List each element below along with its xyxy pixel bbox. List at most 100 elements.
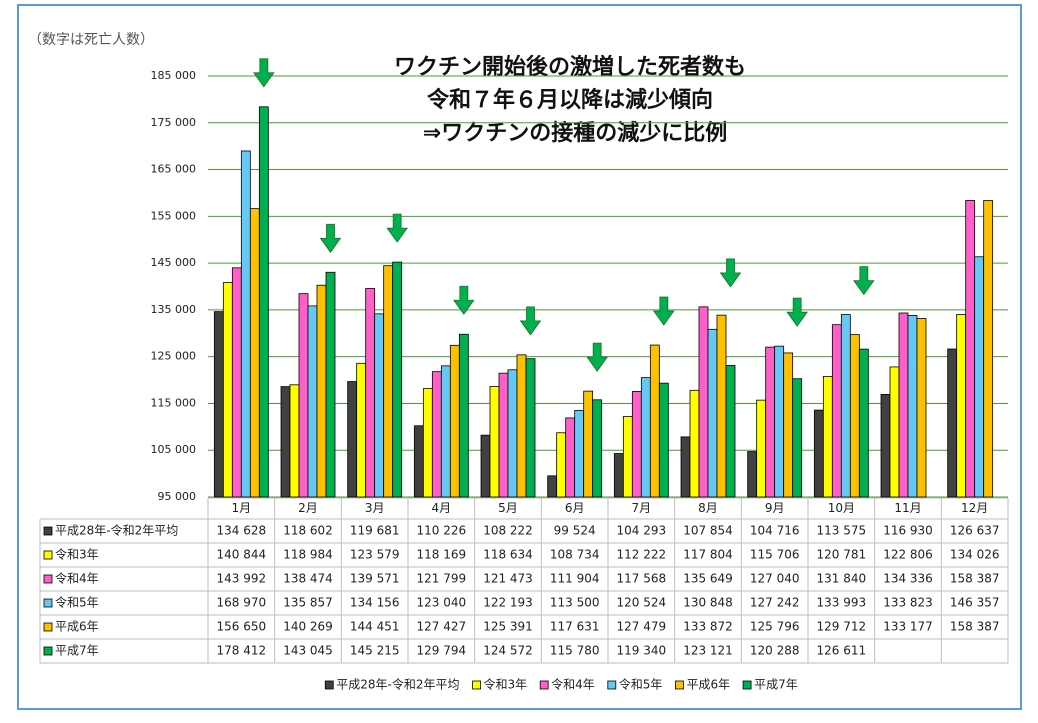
table-cell: 133 872 [683,620,733,634]
y-tick-label: 105 000 [151,443,197,456]
bar [680,436,691,498]
bar [756,399,767,498]
bar [422,388,433,498]
legend-swatch [43,574,53,584]
y-tick-label: 95 000 [158,490,197,503]
bar [889,366,900,498]
bar [383,265,394,498]
table-cell: 127 040 [750,572,800,586]
row-label: 令和3年 [55,547,99,562]
arrow [519,306,542,336]
table-cell: 135 649 [683,572,733,586]
table-cell: 108 734 [550,548,600,562]
table-cell: 143 992 [217,572,267,586]
table-cell: 107 854 [683,524,733,538]
arrow [853,266,875,296]
table-cell: 115 780 [550,644,600,658]
bar [983,200,994,498]
x-tick-label: 2月 [298,501,318,515]
bar [365,288,376,498]
table-cell: 117 631 [550,620,600,634]
bar [213,311,224,498]
table-cell: 127 427 [417,620,467,634]
table-cell: 120 288 [750,644,800,658]
bar [898,312,909,498]
table-cell: 124 572 [483,644,533,658]
arrow [319,223,342,253]
table-cell: 134 026 [950,548,1000,562]
table-cell: 145 215 [350,644,400,658]
table-cell: 110 226 [417,524,467,538]
bar [974,256,985,498]
bar [240,150,251,498]
table-cell: 104 716 [750,524,800,538]
table-cell: 121 473 [483,572,533,586]
table-cell: 126 611 [817,644,867,658]
x-tick-label: 3月 [365,501,385,515]
bar [280,386,291,498]
bar [231,267,242,498]
bar [813,409,824,498]
bar [316,284,327,498]
table-cell: 119 681 [350,524,400,538]
bar [307,305,318,498]
table-cell: 158 387 [950,620,1000,634]
bar [631,391,642,498]
legend-swatch [43,550,53,560]
legend-swatch [472,680,481,690]
legend-label: 平成7年 [754,678,798,692]
table-cell: 118 602 [283,524,333,538]
table-cell: 146 357 [950,596,1000,610]
bar [458,333,469,498]
bar [525,358,536,498]
table-cell: 140 844 [217,548,267,562]
y-tick-label: 165 000 [151,163,197,176]
row-label: 平成7年 [55,644,99,658]
bar [592,399,603,498]
table-cell: 118 984 [283,548,333,562]
x-tick-label: 5月 [498,501,518,515]
bar [449,344,460,498]
bar [498,372,509,498]
table-cell: 156 650 [217,620,267,634]
y-tick-label: 135 000 [151,303,197,316]
table-cell: 133 177 [883,620,933,634]
table-cell: 117 568 [617,572,667,586]
table-cell: 120 524 [617,596,667,610]
bar [774,345,785,498]
table-cell: 123 121 [683,644,733,658]
bar [413,425,424,498]
legend-swatch [43,598,53,608]
legend-label: 令和3年 [484,677,528,692]
table-cell: 134 336 [883,572,933,586]
arrow [786,297,808,327]
bar [440,365,451,498]
table-cell: 158 387 [950,572,1000,586]
y-tick-label: 115 000 [151,396,197,409]
legend-swatch [43,622,53,632]
legend-swatch [607,680,617,690]
bar [622,416,633,498]
bar [880,394,891,498]
bar [689,389,700,498]
bar [831,324,842,498]
bar [298,293,309,498]
table-cell: 139 571 [350,572,400,586]
arrow [453,285,475,315]
table-cell: 117 804 [683,548,733,562]
bar [480,434,491,498]
row-label: 平成6年 [55,620,99,634]
table-cell: 118 169 [417,548,467,562]
table-cell: 134 156 [350,596,400,610]
row-label: 令和4年 [55,571,99,586]
table-cell: 127 479 [617,620,667,634]
x-tick-label: 12月 [961,501,988,515]
bar [516,354,527,498]
bar [374,313,385,498]
bar [356,362,367,498]
table-cell: 126 637 [950,524,1000,538]
bar [489,386,500,498]
bar [792,378,803,498]
bar [907,314,918,498]
legend-label: 令和4年 [551,677,595,692]
